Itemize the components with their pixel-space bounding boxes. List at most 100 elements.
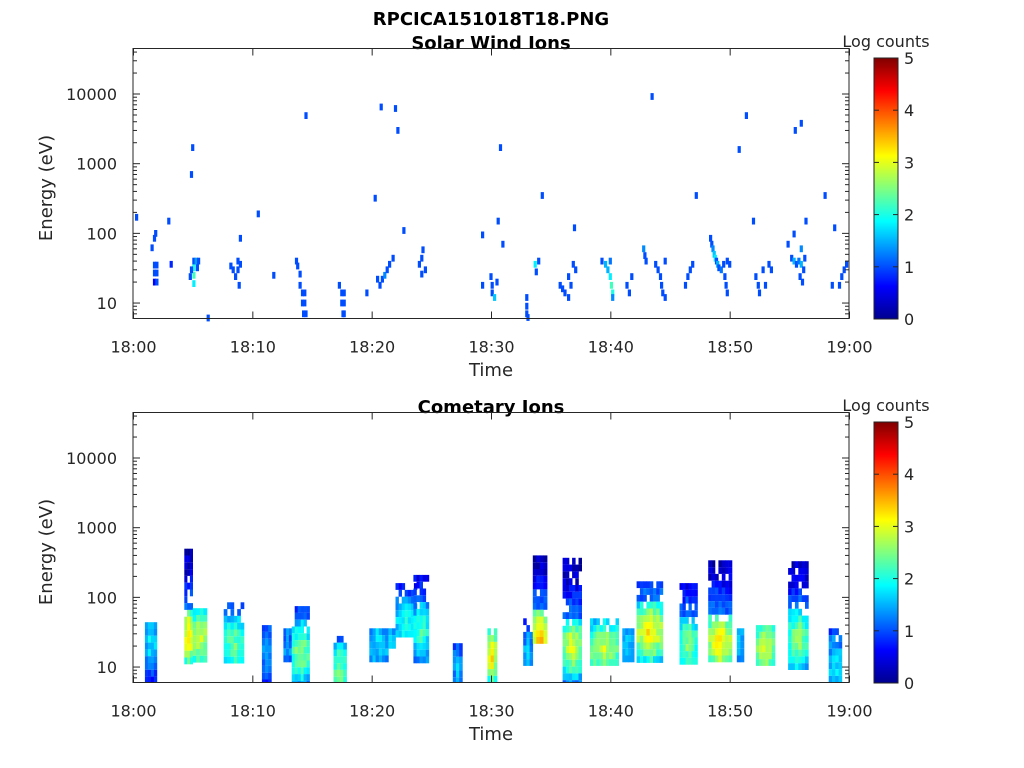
heatmap-cell bbox=[788, 608, 792, 616]
heatmap-cell bbox=[306, 653, 310, 661]
heatmap-cell bbox=[297, 626, 301, 634]
heatmap-cell bbox=[628, 648, 632, 656]
heatmap-cell bbox=[718, 648, 723, 656]
heatmap-cell bbox=[300, 640, 304, 647]
heatmap-cell bbox=[230, 609, 235, 616]
heatmap-cell bbox=[306, 606, 310, 613]
heatmap-cell bbox=[294, 619, 298, 627]
heatmap-cell bbox=[646, 581, 650, 589]
heatmap-cell bbox=[191, 144, 195, 151]
heatmap-cell bbox=[636, 601, 641, 609]
heatmap-cell bbox=[791, 636, 796, 643]
heatmap-cell bbox=[755, 638, 760, 646]
heatmap-cell bbox=[340, 656, 344, 664]
heatmap-cell bbox=[711, 635, 716, 642]
heatmap-cell bbox=[532, 609, 537, 617]
heatmap-cell bbox=[385, 635, 389, 642]
heatmap-cell bbox=[230, 622, 235, 630]
heatmap-cell bbox=[291, 626, 295, 634]
heatmap-cell bbox=[590, 618, 594, 626]
heatmap-cell bbox=[578, 632, 582, 640]
heatmap-cell bbox=[378, 655, 383, 663]
heatmap-cell bbox=[615, 631, 619, 639]
heatmap-cell bbox=[724, 281, 728, 289]
heatmap-cell bbox=[575, 646, 579, 653]
heatmap-cell bbox=[688, 644, 692, 652]
heatmap-cell bbox=[609, 652, 613, 660]
heatmap-cell bbox=[184, 630, 188, 638]
heatmap-cell bbox=[572, 659, 576, 667]
heatmap-cell bbox=[385, 641, 389, 649]
heatmap-cell bbox=[656, 615, 660, 623]
heatmap-cell bbox=[422, 642, 427, 650]
heatmap-cell bbox=[798, 663, 802, 670]
heatmap-cell bbox=[376, 275, 380, 283]
heatmap-cell bbox=[153, 635, 158, 643]
y-axis: 10 100 1000 10000 bbox=[66, 415, 849, 683]
heatmap-cell bbox=[569, 591, 573, 599]
heatmap-cell bbox=[828, 635, 833, 642]
heatmap-cell bbox=[622, 641, 626, 649]
heatmap-cell bbox=[144, 663, 149, 670]
heatmap-cell bbox=[291, 640, 295, 647]
heatmap-cell bbox=[152, 278, 157, 286]
heatmap-cell bbox=[565, 653, 570, 660]
heatmap-cell bbox=[565, 659, 570, 667]
heatmap-cell bbox=[340, 299, 344, 307]
heatmap-cell bbox=[636, 608, 641, 616]
heatmap-cell bbox=[792, 230, 796, 238]
heatmap-cell bbox=[636, 628, 641, 636]
heatmap-cell bbox=[596, 625, 600, 632]
heatmap-cell bbox=[572, 619, 576, 626]
heatmap-cell bbox=[646, 649, 650, 657]
heatmap-cell bbox=[596, 659, 600, 666]
heatmap-cell bbox=[593, 652, 597, 660]
heatmap-cell bbox=[227, 649, 231, 657]
heatmap-cell bbox=[184, 548, 188, 556]
heatmap-cell bbox=[631, 635, 635, 642]
heatmap-cell bbox=[649, 608, 654, 616]
x-axis-label: Time bbox=[468, 724, 513, 745]
heatmap-cell bbox=[768, 638, 773, 646]
heatmap-cell bbox=[196, 628, 201, 636]
heatmap-cell bbox=[755, 625, 760, 632]
heatmap-cell bbox=[805, 663, 809, 670]
heatmap-cell bbox=[615, 652, 619, 660]
heatmap-cell bbox=[569, 625, 573, 633]
heatmap-cell bbox=[230, 649, 235, 657]
heatmap-cell bbox=[407, 610, 412, 618]
heatmap-cell bbox=[565, 666, 570, 674]
heatmap-cell bbox=[685, 644, 689, 652]
heatmap-cell bbox=[572, 673, 576, 681]
heatmap-cell bbox=[845, 260, 849, 268]
heatmap-cell bbox=[240, 602, 245, 610]
colorbar-label: Log counts bbox=[842, 396, 929, 415]
heatmap-cell bbox=[590, 652, 594, 660]
heatmap-cell bbox=[612, 645, 616, 653]
heatmap-cell bbox=[410, 617, 415, 624]
heatmap-cell bbox=[153, 669, 158, 677]
heatmap-cell bbox=[725, 648, 729, 656]
heatmap-cell bbox=[375, 641, 380, 649]
heatmap-cell bbox=[422, 649, 427, 657]
heatmap-cell bbox=[410, 596, 415, 604]
heatmap-cell bbox=[169, 260, 173, 268]
heatmap-cell bbox=[794, 663, 799, 670]
heatmap-cell bbox=[596, 631, 600, 639]
heatmap-cell bbox=[786, 240, 790, 248]
heatmap-cell bbox=[765, 652, 769, 660]
heatmap-cell bbox=[740, 635, 745, 642]
heatmap-cell bbox=[304, 112, 308, 119]
heatmap-cell bbox=[643, 622, 647, 629]
heatmap-cell bbox=[832, 628, 836, 636]
heatmap-cell bbox=[562, 632, 567, 640]
y-axis-label: Energy (eV) bbox=[36, 135, 57, 241]
heatmap-cell bbox=[385, 648, 389, 656]
heatmap-cell bbox=[300, 606, 304, 613]
heatmap-cell bbox=[416, 595, 420, 603]
heatmap-cell bbox=[575, 653, 579, 660]
heatmap-cell bbox=[189, 630, 193, 638]
heatmap-cell bbox=[708, 614, 712, 622]
heatmap-cell bbox=[794, 615, 799, 623]
heatmap-cell bbox=[639, 649, 644, 657]
